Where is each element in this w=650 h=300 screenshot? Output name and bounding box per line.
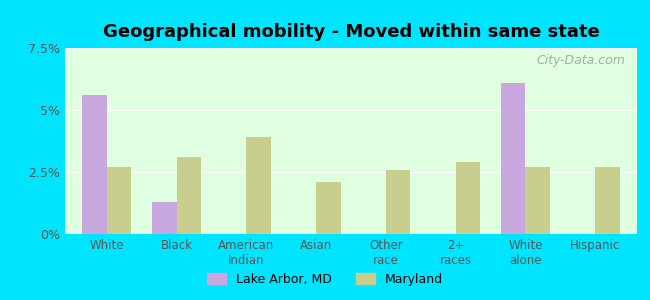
Bar	[456, 162, 480, 234]
Bar	[386, 169, 410, 234]
Bar	[316, 182, 341, 234]
Title: Geographical mobility - Moved within same state: Geographical mobility - Moved within sam…	[103, 23, 599, 41]
Bar	[83, 95, 107, 234]
Bar	[525, 167, 550, 234]
Bar	[246, 137, 271, 234]
Text: City-Data.com: City-Data.com	[537, 54, 625, 67]
Legend: Lake Arbor, MD, Maryland: Lake Arbor, MD, Maryland	[202, 268, 448, 291]
Bar	[152, 202, 177, 234]
Bar	[501, 83, 525, 234]
Bar	[107, 167, 131, 234]
Bar	[177, 157, 201, 234]
Bar	[595, 167, 619, 234]
